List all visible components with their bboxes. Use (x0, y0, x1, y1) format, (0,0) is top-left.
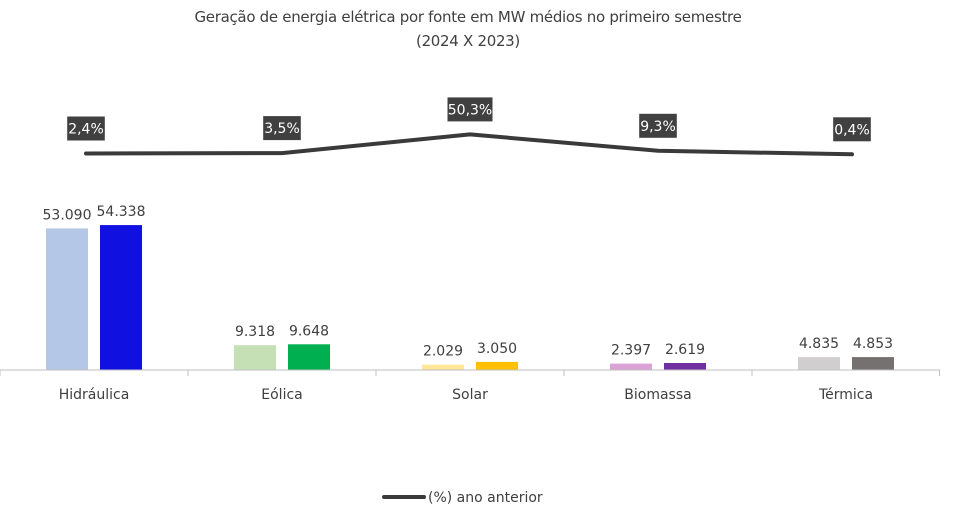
chart-title: Geração de energia elétrica por fonte em… (194, 8, 741, 26)
bar (234, 345, 276, 370)
percent-label-bg (639, 113, 677, 138)
bar (288, 344, 330, 370)
category-label: Térmica (818, 387, 873, 403)
bar-value-label: 53.090 (43, 207, 92, 223)
percent-label-bg (263, 116, 301, 141)
bar-value-label: 2.029 (423, 344, 463, 360)
category-label: Eólica (261, 387, 302, 403)
bar-value-label: 9.318 (235, 324, 275, 340)
bar (852, 357, 894, 370)
bar-value-label: 9.648 (289, 323, 329, 339)
x-axis: Hidráulica Eólica Solar Biomassa Térmica (0, 369, 940, 403)
bar (100, 225, 142, 370)
bar (476, 361, 518, 370)
legend-label: (%) ano anterior (428, 490, 543, 506)
percent-label: 9,3% (640, 119, 676, 135)
legend: (%) ano anterior (382, 490, 543, 506)
percent-line (84, 132, 854, 157)
bar-value-label: 3.050 (477, 341, 517, 357)
percent-label-bg (447, 97, 493, 122)
bar (610, 363, 652, 370)
chart-subtitle: (2024 X 2023) (416, 32, 520, 50)
bar-value-label: 4.853 (853, 336, 893, 352)
category-label: Biomassa (624, 387, 691, 403)
bar (798, 357, 840, 370)
percent-label: 2,4% (68, 122, 104, 138)
percent-label: 0,4% (834, 122, 870, 138)
bar-value-label: 2.619 (665, 342, 705, 358)
percent-line-layer: 2,4% 3,5% 50,3% 9,3% 0,4% (67, 97, 871, 157)
category-label: Hidráulica (59, 387, 130, 403)
bar-value-label: 2.397 (611, 343, 651, 359)
category-label: Solar (452, 387, 488, 403)
bar-value-label: 54.338 (97, 204, 146, 220)
percent-label: 3,5% (264, 121, 300, 137)
bar-value-label: 4.835 (799, 336, 839, 352)
bar (422, 364, 464, 370)
bar (664, 363, 706, 370)
percent-label-bg (833, 117, 871, 142)
bar (46, 228, 88, 370)
percent-label: 50,3% (448, 102, 492, 118)
percent-label-bg (67, 116, 105, 141)
bars-layer: 53.090 54.338 9.318 9.648 2.029 3.050 2.397 2.6… (43, 204, 894, 370)
